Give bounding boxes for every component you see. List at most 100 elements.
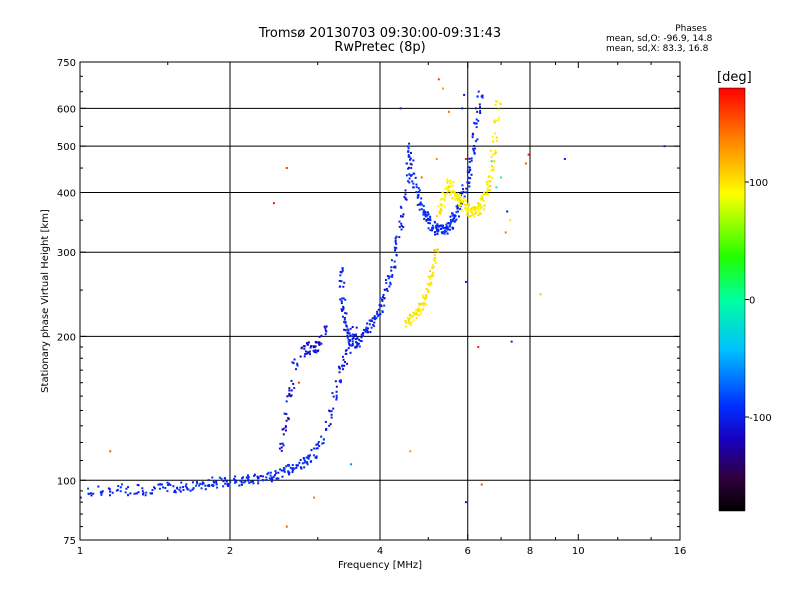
echo-point-o — [152, 486, 155, 489]
echo-point-o — [394, 249, 397, 252]
grid-lines — [80, 62, 680, 540]
echo-point-o — [287, 470, 290, 473]
echo-point-x — [439, 202, 442, 205]
echo-point-x — [437, 250, 440, 253]
echo-point-o — [419, 203, 422, 206]
scatter-point — [461, 107, 464, 110]
echo-point-o — [307, 457, 310, 460]
echo-point-o — [473, 121, 476, 124]
echo-point-x — [433, 259, 436, 262]
echo-point-o — [281, 428, 284, 431]
echo-point-o — [250, 480, 253, 483]
echo-point-x — [471, 213, 474, 216]
echo-point-o — [277, 477, 280, 480]
scatter-point — [435, 158, 438, 161]
echo-point-o — [431, 227, 434, 230]
echo-point-x — [497, 116, 500, 119]
echo-point-o — [268, 477, 271, 480]
echo-point-o — [346, 328, 349, 331]
echo-point-o — [271, 477, 274, 480]
echo-point-o — [349, 339, 352, 342]
echo-point-o — [345, 352, 348, 355]
echo-point-x — [477, 209, 480, 212]
echo-point-x — [479, 212, 482, 215]
echo-point-o — [342, 368, 345, 371]
echo-point-o — [240, 483, 243, 486]
echo-point-o — [382, 293, 385, 296]
echo-point-o — [459, 208, 462, 211]
echo-point-o — [388, 285, 391, 288]
echo-point-x — [435, 215, 438, 218]
scatter-point — [539, 293, 542, 296]
colorbar: 100 0 -100 — [718, 87, 772, 512]
echo-point-o — [317, 349, 320, 352]
echo-point-o — [167, 484, 170, 487]
echo-point-o — [345, 312, 348, 315]
echo-point-o — [308, 455, 311, 458]
echo-point-x — [472, 208, 475, 211]
echo-point-o — [354, 333, 357, 336]
echo-point-o — [454, 214, 457, 217]
echo-point-o — [388, 275, 391, 278]
echo-point-o — [437, 229, 440, 232]
echo-point-o — [283, 468, 286, 471]
echo-point-o — [349, 334, 352, 337]
echo-point-x — [459, 200, 462, 203]
echo-point-o — [344, 329, 347, 332]
scatter-point — [447, 110, 450, 113]
echo-point-o — [407, 154, 410, 157]
echo-point-x — [457, 199, 460, 202]
scatter-point — [313, 496, 316, 499]
echo-point-o — [341, 269, 344, 272]
echo-point-x — [449, 185, 452, 188]
echo-point-x — [448, 185, 451, 188]
echo-point-o — [285, 400, 288, 403]
echo-point-o — [180, 481, 183, 484]
echo-point-o — [423, 209, 426, 212]
echo-point-o — [451, 220, 454, 223]
echo-point-o — [189, 489, 192, 492]
echo-point-o — [415, 191, 418, 194]
echo-point-o — [280, 446, 283, 449]
echo-point-o — [87, 487, 90, 490]
echo-point-o — [288, 394, 291, 397]
scatter-point — [437, 78, 440, 81]
echo-point-o — [339, 379, 342, 382]
echo-point-o — [248, 481, 251, 484]
echo-point-o — [257, 482, 260, 485]
echo-point-x — [461, 201, 464, 204]
echo-point-o — [407, 150, 410, 153]
echo-point-o — [351, 342, 354, 345]
echo-point-x — [489, 149, 492, 152]
echo-point-o — [479, 111, 482, 114]
echo-point-o — [315, 351, 318, 354]
echo-point-o — [343, 328, 346, 331]
echo-point-o — [158, 487, 161, 490]
echo-point-o — [348, 344, 351, 347]
echo-point-o — [341, 315, 344, 318]
echo-point-o — [377, 308, 380, 311]
echo-point-x — [421, 294, 424, 297]
echo-point-o — [101, 490, 104, 493]
echo-point-o — [426, 211, 429, 214]
phases-heading: Phases — [675, 24, 707, 34]
echo-point-o — [446, 222, 449, 225]
echo-point-o — [325, 330, 328, 333]
echo-point-o — [178, 489, 181, 492]
echo-point-o — [351, 343, 354, 346]
echo-point-x — [442, 198, 445, 201]
echo-point-o — [289, 395, 292, 398]
echo-point-x — [440, 207, 443, 210]
echo-point-o — [385, 287, 388, 290]
echo-point-o — [474, 140, 477, 143]
echo-point-o — [187, 488, 190, 491]
echo-point-o — [280, 469, 283, 472]
echo-point-o — [468, 171, 471, 174]
echo-point-x — [487, 175, 490, 178]
echo-point-o — [462, 190, 465, 193]
echo-point-o — [427, 218, 430, 221]
scatter-point — [350, 463, 353, 466]
echo-point-o — [172, 485, 175, 488]
echo-point-x — [454, 198, 457, 201]
echo-point-x — [449, 193, 452, 196]
